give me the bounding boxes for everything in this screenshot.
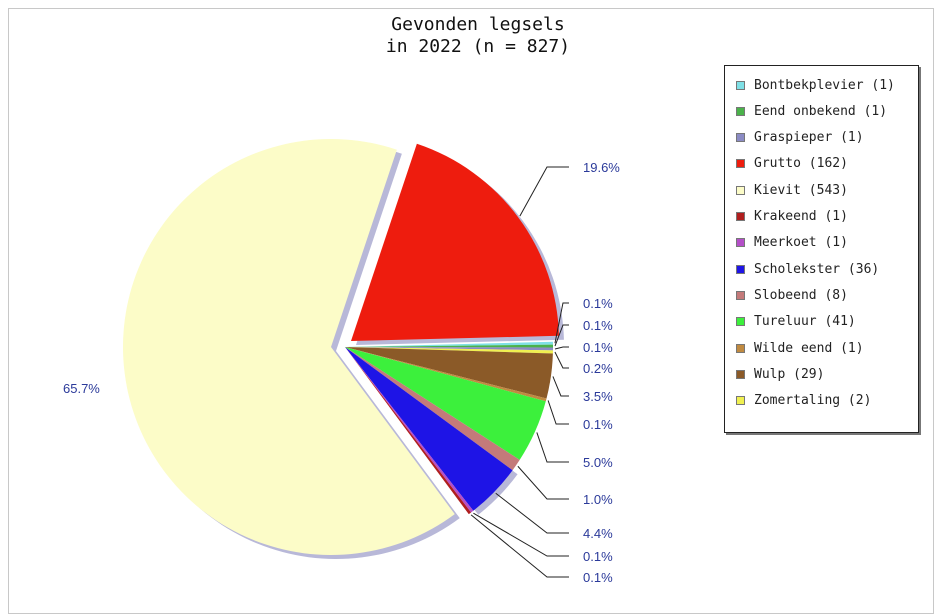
legend-swatch: [736, 106, 745, 116]
percent-label-bontbekplevier: 0.1%: [583, 296, 613, 311]
pie-slice-bontbekplevier: [345, 341, 553, 347]
pie-slice-zomertaling: [345, 347, 553, 354]
percent-label-slobeend: 1.0%: [583, 492, 613, 507]
leader-lines: [470, 166, 569, 578]
legend-swatch: [736, 80, 745, 90]
leader-line: [554, 346, 569, 350]
legend-item-grutto: Grutto (162): [736, 155, 848, 173]
legend-item-tureluur: Tureluur (41): [736, 313, 856, 331]
legend-item-graspieper: Graspieper (1): [736, 129, 864, 147]
pie-slice-wulp: [345, 347, 553, 399]
legend-swatch: [736, 159, 745, 169]
percent-label-eend-onbekend: 0.1%: [583, 318, 613, 333]
pie-slice-graspieper: [345, 347, 553, 351]
chart-subtitle: in 2022 (n = 827): [385, 36, 571, 57]
leader-line: [473, 512, 569, 557]
pie-slice-kievit: [123, 138, 455, 556]
chart-legend: Bontbekplevier (1) Eend onbekend (1) Grasp…: [724, 65, 919, 433]
legend-item-zomertaling: Zomertaling (2): [736, 392, 871, 410]
legend-swatch: [736, 343, 745, 353]
percent-label-zomertaling: 0.2%: [583, 361, 613, 376]
leader-line: [517, 465, 569, 500]
legend-item-bontbekplevier: Bontbekplevier (1): [736, 76, 895, 94]
legend-swatch: [736, 185, 745, 195]
legend-label: Kievit (543): [754, 182, 848, 198]
percent-label-wilde-eend: 0.1%: [583, 417, 613, 432]
pie-slice-krakeend: [345, 347, 472, 515]
pie-slice-wilde-eend: [345, 347, 547, 402]
leader-line: [554, 302, 569, 344]
legend-swatch: [736, 238, 745, 248]
leader-line: [552, 376, 569, 397]
leader-line: [536, 432, 569, 463]
legend-label: Slobeend (8): [754, 287, 848, 303]
legend-item-krakeend: Krakeend (1): [736, 208, 848, 226]
legend-item-eend-onbekend: Eend onbekend (1): [736, 102, 887, 120]
pie-slice-grutto: [351, 143, 559, 341]
legend-swatch: [736, 317, 745, 327]
legend-item-slobeend: Slobeend (8): [736, 286, 848, 304]
pie-slice-meerkoet: [345, 347, 474, 513]
chart-title-block: Gevonden legsels in 2022 (n = 827): [0, 14, 936, 58]
legend-label: Zomertaling (2): [754, 393, 872, 409]
pie-slices: [123, 138, 559, 556]
legend-label: Meerkoet (1): [754, 235, 848, 251]
legend-item-wulp: Wulp (29): [736, 365, 824, 383]
legend-swatch: [736, 264, 745, 274]
leader-line: [495, 492, 569, 534]
legend-item-meerkoet: Meerkoet (1): [736, 234, 848, 252]
percent-label-kievit: 65.7%: [63, 381, 100, 396]
legend-label: Grutto (162): [754, 156, 848, 172]
percent-labels: 0.1% 0.1% 0.1% 0.2% 3.5% 0.1% 5.0% 1.0% 4.4% 0.1%…: [63, 160, 620, 585]
pie-slice-eend-onbekend: [345, 344, 553, 348]
legend-label: Wulp (29): [754, 366, 825, 382]
legend-label: Eend onbekend (1): [754, 103, 888, 119]
percent-label-graspieper: 0.1%: [583, 340, 613, 355]
leader-line: [554, 351, 569, 369]
legend-item-scholekster: Scholekster (36): [736, 260, 879, 278]
legend-item-kievit: Kievit (543): [736, 181, 848, 199]
legend-swatch: [736, 290, 745, 300]
legend-label: Tureluur (41): [754, 314, 856, 330]
percent-label-tureluur: 5.0%: [583, 455, 613, 470]
legend-label: Wilde eend (1): [754, 340, 864, 356]
legend-label: Bontbekplevier (1): [754, 77, 895, 93]
legend-swatch: [736, 133, 745, 143]
percent-label-meerkoet: 0.1%: [583, 549, 613, 564]
chart-title: Gevonden legsels: [391, 14, 565, 35]
leader-line: [519, 166, 569, 217]
pie-slice-tureluur: [345, 347, 546, 460]
pie-slice-slobeend: [345, 347, 520, 471]
percent-label-grutto: 19.6%: [583, 160, 620, 175]
legend-swatch: [736, 212, 745, 221]
legend-label: Graspieper (1): [754, 130, 864, 146]
legend-swatch: [736, 396, 745, 406]
legend-swatch: [736, 369, 745, 379]
leader-line: [547, 400, 569, 425]
percent-label-wulp: 3.5%: [583, 389, 613, 404]
pie-slice-scholekster: [345, 347, 513, 511]
legend-item-wilde-eend: Wilde eend (1): [736, 339, 864, 357]
percent-label-krakeend: 0.1%: [583, 570, 613, 585]
percent-label-scholekster: 4.4%: [583, 526, 613, 541]
legend-label: Krakeend (1): [754, 209, 848, 224]
legend-label: Scholekster (36): [754, 261, 880, 277]
leader-line: [470, 514, 569, 578]
leader-line: [554, 324, 569, 347]
